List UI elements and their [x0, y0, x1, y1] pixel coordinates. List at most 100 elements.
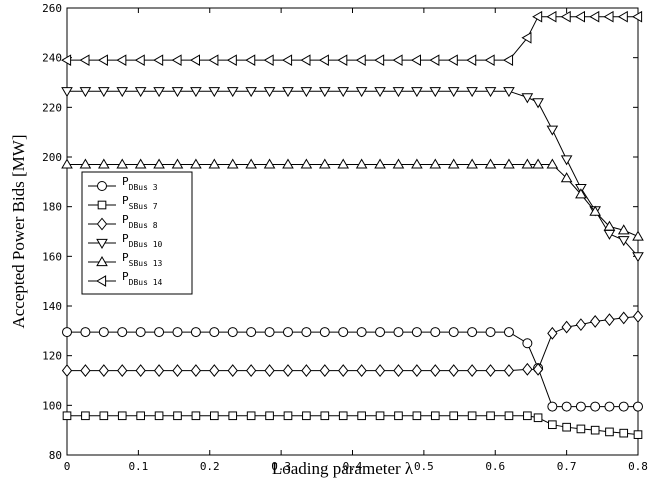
data-point-sbus-13 [226, 158, 239, 169]
data-point-sbus-13 [503, 158, 515, 169]
data-point-dbus-8 [374, 364, 386, 377]
data-point-sbus-13 [79, 158, 92, 169]
legend-label-dbus-8: PDBus 8 [122, 213, 158, 230]
data-point-dbus-8 [547, 326, 558, 340]
data-point-dbus-3 [467, 327, 478, 338]
data-point-dbus-10 [318, 87, 331, 98]
data-point-dbus-10 [411, 87, 423, 98]
data-point-dbus-3 [98, 327, 109, 338]
data-point-sbus-7 [412, 411, 422, 421]
data-point-dbus-14 [374, 54, 385, 66]
data-point-dbus-3 [411, 327, 422, 338]
data-point-sbus-7 [357, 411, 366, 421]
data-point-dbus-8 [61, 364, 73, 377]
data-point-sbus-7 [562, 422, 571, 432]
data-point-dbus-10 [226, 87, 239, 98]
data-point-dbus-3 [117, 327, 128, 338]
data-point-sbus-13 [521, 158, 534, 169]
legend-label-sbus-13: PSBus 13 [122, 251, 163, 268]
data-point-dbus-8 [411, 364, 423, 377]
data-point-sbus-13 [560, 172, 573, 183]
data-point-dbus-8 [117, 364, 128, 377]
series-sbus-13 [61, 158, 644, 241]
data-point-dbus-8 [98, 364, 109, 377]
legend-label-dbus-10: PDBus 10 [122, 232, 163, 249]
data-point-dbus-8 [485, 364, 496, 377]
data-point-dbus-3 [264, 327, 275, 338]
legend-label-dbus-14: PDBus 14 [122, 270, 163, 287]
data-point-dbus-10 [98, 87, 110, 98]
data-point-dbus-3 [575, 401, 586, 412]
data-point-dbus-14 [134, 54, 145, 66]
data-point-sbus-13 [355, 158, 368, 169]
data-point-sbus-7 [338, 411, 348, 421]
data-point-sbus-7 [117, 411, 127, 421]
data-point-dbus-3 [503, 327, 514, 338]
legend-marker-dbus-3 [97, 181, 107, 191]
legend-marker-sbus-13 [96, 256, 108, 267]
data-point-dbus-8 [604, 313, 615, 327]
data-point-sbus-7 [467, 411, 477, 421]
data-point-dbus-3 [80, 327, 91, 338]
series-dbus-3 [62, 327, 643, 412]
data-point-dbus-14 [447, 54, 458, 66]
data-point-dbus-14 [263, 54, 274, 66]
data-point-dbus-8 [153, 364, 165, 377]
data-point-dbus-14 [574, 10, 585, 23]
data-point-dbus-10 [632, 252, 644, 263]
data-point-dbus-14 [79, 54, 90, 66]
data-point-sbus-13 [208, 158, 221, 169]
data-point-dbus-8 [190, 364, 202, 377]
data-point-sbus-7 [605, 427, 614, 437]
data-point-sbus-13 [153, 158, 165, 169]
data-point-dbus-3 [282, 327, 293, 338]
data-point-dbus-3 [448, 327, 459, 338]
data-point-dbus-10 [245, 87, 257, 98]
data-point-dbus-14 [97, 54, 108, 66]
data-point-dbus-8 [522, 362, 533, 376]
data-point-dbus-3 [633, 401, 643, 412]
series-line-sbus-13 [67, 163, 639, 237]
y-axis-label: Accepted Power Bids [MW] [9, 134, 28, 328]
data-point-dbus-14 [429, 54, 440, 66]
data-point-sbus-13 [318, 158, 331, 169]
legend-marker-dbus-10 [96, 238, 108, 249]
data-point-dbus-8 [356, 364, 367, 377]
data-point-dbus-10 [61, 87, 73, 98]
data-point-dbus-8 [448, 364, 459, 377]
data-point-dbus-8 [264, 364, 275, 377]
data-point-dbus-14 [171, 54, 182, 66]
data-series [61, 10, 644, 439]
y-tick-label: 160 [42, 250, 62, 263]
data-point-dbus-14 [318, 54, 329, 66]
data-point-sbus-13 [532, 158, 544, 169]
data-point-dbus-8 [246, 364, 257, 377]
data-point-dbus-14 [116, 54, 127, 66]
y-tick-label: 140 [42, 300, 62, 313]
data-point-dbus-8 [618, 311, 629, 325]
data-point-dbus-10 [300, 87, 313, 98]
data-point-dbus-8 [503, 364, 515, 377]
data-point-dbus-14 [603, 10, 614, 23]
data-point-sbus-7 [633, 430, 643, 439]
data-point-dbus-8 [282, 364, 294, 377]
data-point-dbus-10 [355, 87, 368, 98]
data-point-sbus-13 [116, 158, 129, 169]
data-point-sbus-13 [589, 205, 601, 216]
data-point-dbus-14 [392, 54, 403, 66]
y-tick-label: 260 [42, 2, 62, 15]
legend-label-sbus-7: PSBus 7 [122, 194, 158, 211]
data-point-dbus-10 [546, 125, 559, 136]
data-point-dbus-8 [135, 364, 146, 377]
data-point-dbus-10 [134, 87, 147, 98]
data-point-dbus-10 [208, 87, 221, 98]
data-point-dbus-8 [590, 314, 601, 328]
data-point-dbus-3 [618, 401, 629, 412]
y-tick-label: 120 [42, 350, 62, 363]
data-point-sbus-13 [411, 158, 423, 169]
data-point-dbus-10 [484, 87, 497, 98]
data-point-sbus-13 [603, 220, 616, 231]
legend: PDBus 3 PSBus 7 PDBus 8 PDBus 10 PSBus 13 PDB… [81, 171, 193, 295]
data-point-dbus-3 [209, 327, 220, 338]
data-point-dbus-3 [62, 327, 72, 338]
